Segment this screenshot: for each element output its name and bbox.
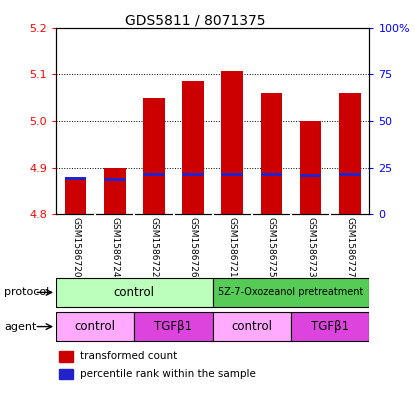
Text: transformed count: transformed count <box>80 351 177 361</box>
Text: GDS5811 / 8071375: GDS5811 / 8071375 <box>125 14 265 28</box>
Text: control: control <box>231 320 272 333</box>
Bar <box>65 179 86 214</box>
Text: control: control <box>75 320 116 333</box>
Text: protocol: protocol <box>4 287 49 298</box>
Text: GSM1586727: GSM1586727 <box>345 217 354 277</box>
Bar <box>222 173 243 176</box>
Bar <box>300 174 321 177</box>
Bar <box>104 167 126 214</box>
Bar <box>182 81 204 214</box>
Text: GSM1586724: GSM1586724 <box>110 217 119 277</box>
Text: GSM1586723: GSM1586723 <box>306 217 315 277</box>
Bar <box>339 93 361 214</box>
Bar <box>182 173 204 176</box>
Bar <box>213 278 369 307</box>
Text: agent: agent <box>4 321 37 332</box>
Bar <box>300 121 321 214</box>
Bar <box>143 173 165 176</box>
Text: GSM1586726: GSM1586726 <box>188 217 198 277</box>
Bar <box>213 312 291 341</box>
Text: percentile rank within the sample: percentile rank within the sample <box>80 369 255 379</box>
Bar <box>104 178 126 181</box>
Bar <box>143 97 165 214</box>
Bar <box>339 173 361 176</box>
Text: GSM1586725: GSM1586725 <box>267 217 276 277</box>
Bar <box>65 177 86 180</box>
Text: 5Z-7-Oxozeanol pretreatment: 5Z-7-Oxozeanol pretreatment <box>218 287 364 298</box>
Bar <box>59 369 73 380</box>
Text: TGFβ1: TGFβ1 <box>311 320 349 333</box>
Bar <box>59 351 73 362</box>
Bar <box>56 312 134 341</box>
Text: GSM1586722: GSM1586722 <box>149 217 159 277</box>
Text: GSM1586721: GSM1586721 <box>228 217 237 277</box>
Bar <box>261 93 282 214</box>
Text: TGFβ1: TGFβ1 <box>154 320 193 333</box>
Bar <box>222 71 243 214</box>
Bar <box>134 312 213 341</box>
Bar <box>291 312 369 341</box>
Bar <box>261 173 282 176</box>
Text: GSM1586720: GSM1586720 <box>71 217 80 277</box>
Text: control: control <box>114 286 155 299</box>
Bar <box>56 278 213 307</box>
